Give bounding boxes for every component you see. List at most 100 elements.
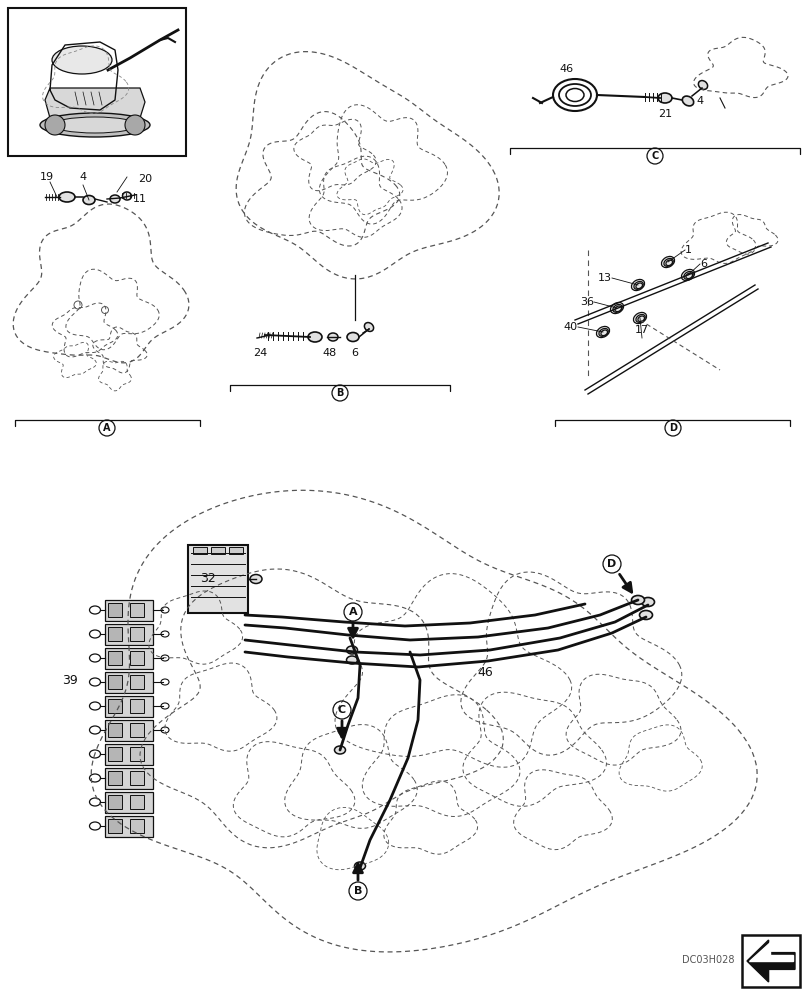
- Text: B: B: [336, 388, 343, 398]
- Ellipse shape: [697, 81, 706, 89]
- Polygon shape: [749, 942, 792, 961]
- Bar: [105, 696, 152, 717]
- Ellipse shape: [89, 630, 101, 638]
- Text: 21: 21: [657, 109, 672, 119]
- Bar: [108, 699, 122, 713]
- Ellipse shape: [161, 631, 169, 637]
- Ellipse shape: [250, 574, 262, 584]
- Text: A: A: [348, 607, 357, 617]
- Bar: [108, 771, 122, 785]
- Text: 6: 6: [699, 259, 706, 269]
- Bar: [105, 744, 152, 765]
- Text: 46: 46: [477, 666, 492, 678]
- Ellipse shape: [89, 702, 101, 710]
- Bar: [105, 720, 152, 741]
- Ellipse shape: [631, 279, 644, 291]
- Text: 11: 11: [133, 194, 147, 204]
- Text: D: D: [607, 559, 616, 569]
- Ellipse shape: [633, 312, 646, 324]
- Ellipse shape: [40, 113, 150, 137]
- Ellipse shape: [59, 192, 75, 202]
- Ellipse shape: [89, 798, 101, 806]
- Bar: [105, 648, 152, 669]
- Ellipse shape: [328, 333, 337, 341]
- Bar: [105, 672, 152, 693]
- Ellipse shape: [89, 774, 101, 782]
- Bar: [130, 675, 144, 689]
- Text: A: A: [103, 423, 110, 433]
- Ellipse shape: [161, 607, 169, 613]
- Ellipse shape: [641, 597, 654, 606]
- Text: 36: 36: [579, 297, 594, 307]
- Bar: [108, 819, 122, 833]
- Bar: [193, 547, 207, 554]
- Ellipse shape: [614, 306, 620, 312]
- Ellipse shape: [364, 323, 373, 331]
- Bar: [108, 747, 122, 761]
- Ellipse shape: [334, 746, 345, 754]
- Bar: [130, 651, 144, 665]
- Bar: [741, 935, 799, 987]
- Ellipse shape: [637, 316, 644, 322]
- Ellipse shape: [346, 646, 357, 654]
- Ellipse shape: [661, 256, 674, 268]
- Ellipse shape: [346, 656, 357, 664]
- Ellipse shape: [599, 328, 607, 336]
- Text: 24: 24: [252, 348, 267, 358]
- Ellipse shape: [596, 326, 609, 338]
- Ellipse shape: [612, 304, 621, 312]
- Ellipse shape: [89, 654, 101, 662]
- Text: C: C: [337, 705, 345, 715]
- Bar: [130, 723, 144, 737]
- Bar: [108, 651, 122, 665]
- Ellipse shape: [109, 195, 120, 203]
- Text: 4: 4: [696, 96, 702, 106]
- Bar: [105, 624, 152, 645]
- Ellipse shape: [665, 260, 672, 266]
- Bar: [108, 675, 122, 689]
- Text: C: C: [650, 151, 658, 161]
- Bar: [130, 771, 144, 785]
- Ellipse shape: [83, 196, 95, 205]
- Ellipse shape: [53, 117, 137, 133]
- Ellipse shape: [161, 703, 169, 709]
- Ellipse shape: [122, 192, 131, 200]
- Text: 13: 13: [597, 273, 611, 283]
- Bar: [105, 792, 152, 813]
- Text: 4: 4: [79, 172, 87, 182]
- Text: 48: 48: [323, 348, 337, 358]
- Bar: [108, 603, 122, 617]
- Ellipse shape: [635, 283, 642, 289]
- Ellipse shape: [354, 862, 365, 870]
- Bar: [105, 600, 152, 621]
- Polygon shape: [45, 88, 145, 118]
- Text: 6: 6: [351, 348, 358, 358]
- Bar: [108, 627, 122, 641]
- Circle shape: [125, 115, 145, 135]
- Text: 1: 1: [684, 245, 691, 255]
- Text: B: B: [354, 886, 362, 896]
- Bar: [108, 795, 122, 809]
- Ellipse shape: [89, 678, 101, 686]
- Circle shape: [45, 115, 65, 135]
- Ellipse shape: [680, 269, 693, 281]
- Ellipse shape: [52, 46, 112, 74]
- Bar: [188, 545, 247, 613]
- Ellipse shape: [657, 93, 672, 103]
- Bar: [211, 547, 225, 554]
- Bar: [130, 795, 144, 809]
- Ellipse shape: [161, 727, 169, 733]
- Bar: [108, 723, 122, 737]
- Ellipse shape: [685, 273, 692, 279]
- Ellipse shape: [89, 726, 101, 734]
- Ellipse shape: [161, 679, 169, 685]
- Bar: [130, 747, 144, 761]
- Text: 46: 46: [560, 64, 573, 74]
- Ellipse shape: [89, 750, 101, 758]
- Bar: [130, 819, 144, 833]
- Ellipse shape: [633, 281, 642, 289]
- Ellipse shape: [681, 96, 693, 106]
- Ellipse shape: [346, 332, 358, 342]
- Text: D: D: [668, 423, 676, 433]
- Polygon shape: [746, 940, 794, 982]
